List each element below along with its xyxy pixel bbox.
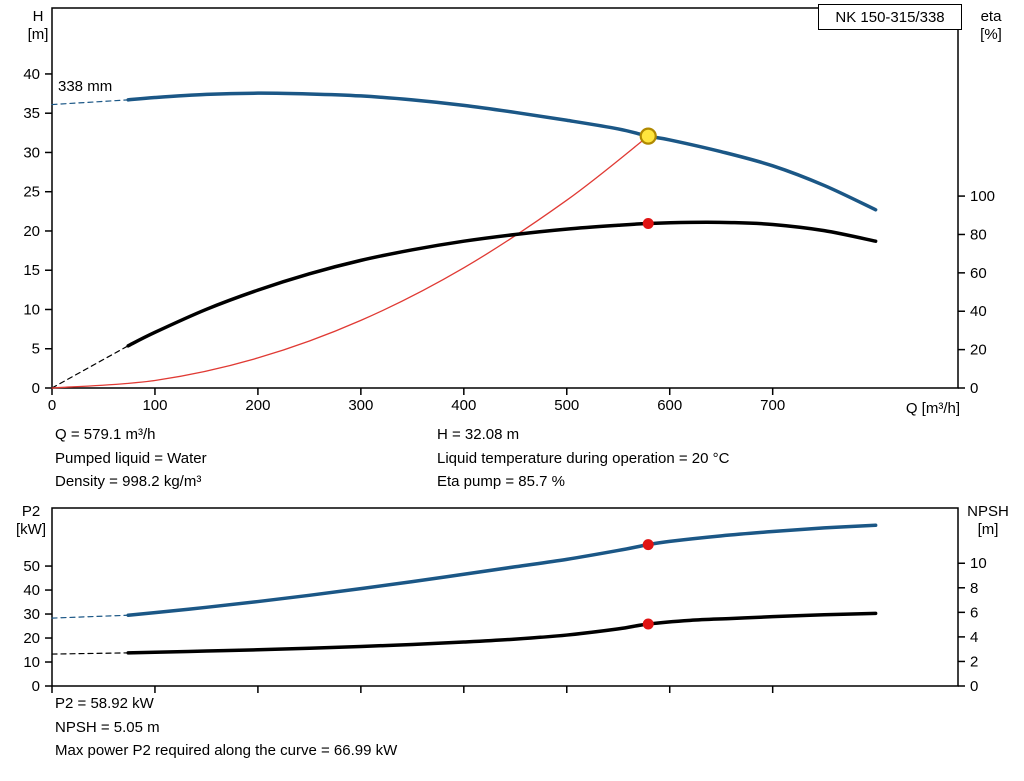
info-line-p2: P2 = 58.92 kW (55, 695, 154, 712)
y-left-tick-label: 30 (23, 606, 40, 623)
y-left-tick-label: 10 (23, 301, 40, 318)
y-left-tick-label: 25 (23, 184, 40, 201)
y-right-tick-label: 80 (970, 226, 987, 243)
info-line-liquid: Pumped liquid = Water (55, 449, 207, 467)
y-left-tick-label: 35 (23, 105, 40, 122)
p2-curve-dashed-extension (51, 614, 129, 619)
p2-npsh-chart-frame (51, 507, 959, 687)
head-curve-dashed-extension (51, 99, 129, 106)
info-line-head: H = 32.08 m (437, 426, 520, 443)
p2-npsh-chart: 0 10 20 30 40 50 0 2 4 6 8 10 P2[kW] NPSH[m] (16, 503, 1009, 695)
x-tick-label: 100 (142, 397, 167, 414)
y-right-tick-label: 2 (970, 653, 978, 670)
duty-point (639, 127, 657, 145)
y-left-tick-label: 0 (32, 678, 40, 695)
y-right-axis-label: NPSH (967, 503, 1009, 520)
y-left-tick-label: 10 (23, 654, 40, 671)
y-left-axis-label: [m] (28, 26, 49, 43)
x-tick-label: 700 (760, 397, 785, 414)
x-tick-label: 300 (348, 397, 373, 414)
y-left-tick-label: 0 (32, 380, 40, 397)
info-line-density: Density = 998.2 kg/m³ (55, 473, 202, 490)
info-line-eta: Eta pump = 85.7 % (437, 473, 565, 490)
x-tick-label: 600 (657, 397, 682, 414)
y-right-tick-label: 4 (970, 629, 978, 646)
p2-curve (126, 523, 878, 617)
power-npsh-info: P2 = 58.92 kW NPSH = 5.05 m Max power P2… (55, 692, 397, 763)
y-right-axis-label: [m] (978, 521, 999, 538)
y-right-tick-label: 100 (970, 188, 995, 205)
y-right-tick-label: 40 (970, 303, 987, 320)
info-line-max-power: Max power P2 required along the curve = … (55, 742, 398, 759)
impeller-diameter-label: 338 mm (58, 78, 113, 95)
x-axis-label: Q [m³/h] (906, 400, 960, 417)
qh-eta-chart-frame (51, 7, 959, 389)
y-right-tick-label: 6 (970, 604, 978, 621)
y-left-tick-label: 40 (23, 66, 40, 83)
y-left-axis-label: H (33, 8, 44, 25)
y-left-tick-label: 15 (23, 262, 40, 279)
qh-eta-chart: 0 100 200 300 400 500 600 700051015202530354002… (23, 7, 1003, 417)
info-line-temperature: Liquid temperature during operation = 20… (437, 449, 730, 467)
x-tick-label: 500 (554, 397, 579, 414)
y-left-axis-label: P2 (22, 503, 40, 520)
p2-operating-point (642, 539, 654, 551)
npsh-curve (126, 611, 878, 655)
operating-point-info-left: Q = 579.1 m³/h Pumped liquid = Water Den… (55, 423, 207, 494)
y-right-tick-label: 8 (970, 580, 978, 597)
npsh-curve-dashed-extension (51, 652, 129, 655)
head-curve-338mm (126, 91, 878, 212)
eta-curve (126, 220, 878, 348)
y-right-tick-label: 60 (970, 265, 987, 282)
system-curve (51, 135, 649, 389)
y-left-tick-label: 5 (32, 341, 40, 358)
pump-model-box: NK 150-315/338 (818, 4, 962, 30)
y-left-tick-label: 40 (23, 582, 40, 599)
info-line-flow: Q = 579.1 m³/h (55, 426, 156, 443)
info-line-npsh: NPSH = 5.05 m (55, 718, 160, 736)
y-right-tick-label: 20 (970, 342, 987, 359)
y-left-tick-label: 20 (23, 630, 40, 647)
y-right-axis-label: eta (981, 8, 1003, 25)
y-right-tick-label: 10 (970, 555, 987, 572)
x-tick-label: 400 (451, 397, 476, 414)
y-right-tick-label: 0 (970, 678, 978, 695)
y-right-tick-label: 0 (970, 380, 978, 397)
y-left-tick-label: 20 (23, 223, 40, 240)
npsh-operating-point (642, 618, 654, 630)
y-left-tick-label: 50 (23, 558, 40, 575)
x-tick-label: 200 (245, 397, 270, 414)
operating-point-info-right: H = 32.08 m Liquid temperature during op… (437, 423, 729, 494)
x-tick-label: 0 (48, 397, 56, 414)
eta-curve-dashed-extension (51, 345, 129, 389)
y-left-tick-label: 30 (23, 144, 40, 161)
eta-operating-point (642, 218, 654, 230)
y-left-axis-label: [kW] (16, 521, 46, 538)
y-right-axis-label: [%] (980, 26, 1002, 43)
